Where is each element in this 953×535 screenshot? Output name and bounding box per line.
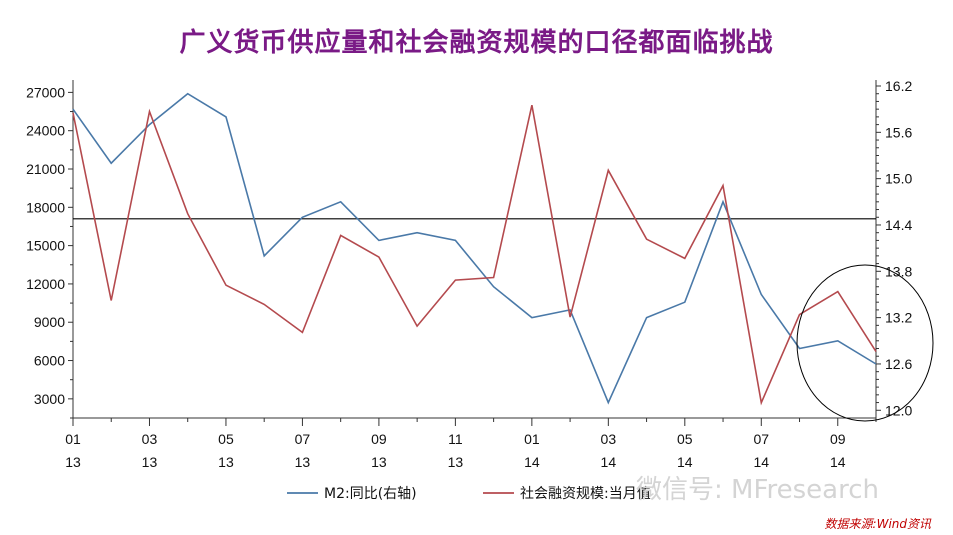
right-axis-tick-label: 13.2 xyxy=(885,310,912,326)
source-note: 数据来源:Wind资讯 xyxy=(824,517,931,531)
left-axis-tick-label: 15000 xyxy=(26,238,65,254)
x-axis-tick-label-year: 14 xyxy=(830,454,846,470)
x-axis-tick-label-month: 07 xyxy=(295,431,311,447)
x-axis-tick-label-year: 13 xyxy=(142,454,158,470)
right-axis-tick-label: 12.6 xyxy=(885,356,912,372)
x-axis-tick-label-month: 11 xyxy=(448,431,463,447)
x-axis-tick-label-month: 01 xyxy=(524,431,540,447)
chart-title: 广义货币供应量和社会融资规模的口径都面临挑战 xyxy=(179,28,774,58)
x-axis-tick-label-year: 14 xyxy=(753,454,769,470)
annotation-group xyxy=(796,264,934,422)
left-axis-tick-label: 6000 xyxy=(34,353,65,369)
left-axis-tick-label: 3000 xyxy=(34,391,65,407)
x-axis-tick-label-year: 13 xyxy=(218,454,234,470)
x-axis-tick-label-month: 09 xyxy=(830,431,846,447)
right-axis-tick-label: 14.4 xyxy=(885,217,912,233)
series-lines-group xyxy=(72,92,877,406)
series-line-m2 xyxy=(72,92,877,405)
left-axis-tick-label: 9000 xyxy=(34,314,65,330)
x-axis-tick-label-month: 07 xyxy=(753,431,769,447)
left-axis-tick-label: 12000 xyxy=(26,276,65,292)
x-axis-tick-label-year: 13 xyxy=(448,454,464,470)
x-axis-tick-label-year: 14 xyxy=(601,454,617,470)
left-axis-tick-label: 18000 xyxy=(26,199,65,215)
right-axis-tick-label: 16.2 xyxy=(885,78,912,94)
x-axis-tick-label-year: 14 xyxy=(524,454,540,470)
x-axis-tick-label-year: 14 xyxy=(677,454,693,470)
axes-group: 3000 6000 9000 12000 15000 18000 21000 24000 270… xyxy=(26,78,912,470)
right-axis-tick-label: 15.0 xyxy=(885,171,912,187)
right-axis-tick-label: 13.8 xyxy=(885,263,912,279)
right-axis-tick-label: 15.6 xyxy=(885,124,912,140)
x-axis-tick-label-month: 03 xyxy=(142,431,158,447)
x-axis-tick-label-month: 03 xyxy=(601,431,617,447)
x-axis-tick-label-month: 05 xyxy=(677,431,693,447)
x-axis-tick-label-month: 01 xyxy=(65,431,81,447)
left-axis-tick-label: 21000 xyxy=(26,161,65,177)
left-axis-tick-label: 27000 xyxy=(26,84,65,100)
legend-label-m2: M2:同比(右轴) xyxy=(324,486,417,502)
x-axis-tick-label-year: 13 xyxy=(371,454,387,470)
legend: M2:同比(右轴) 社会融资规模:当月值 xyxy=(287,486,651,502)
highlight-circle xyxy=(796,264,934,422)
x-axis-tick-label-month: 09 xyxy=(371,431,387,447)
x-axis-tick-label-year: 13 xyxy=(295,454,311,470)
right-axis-tick-label: 12.0 xyxy=(885,402,912,418)
series-line-tsf xyxy=(72,105,877,406)
x-axis-tick-label-month: 05 xyxy=(218,431,234,447)
x-axis-tick-label-year: 13 xyxy=(65,454,81,470)
left-axis-tick-label: 24000 xyxy=(26,123,65,139)
watermark-text: 微信号: MFresearch xyxy=(636,475,880,505)
legend-label-tsf: 社会融资规模:当月值 xyxy=(520,486,651,502)
